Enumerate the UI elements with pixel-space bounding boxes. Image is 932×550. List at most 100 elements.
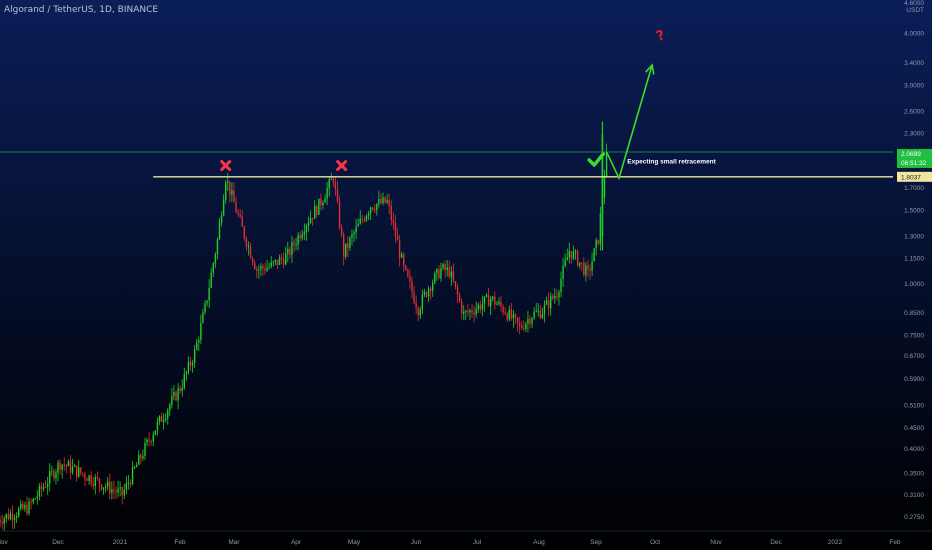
candle-body — [320, 198, 322, 206]
candle — [347, 236, 349, 257]
price-axis-tick: 0.6700 — [904, 353, 924, 360]
candle — [405, 264, 407, 272]
candle — [218, 217, 221, 241]
candle — [1, 514, 3, 530]
candle-body — [102, 487, 105, 490]
candle-body — [423, 292, 426, 295]
candle — [289, 246, 291, 259]
candle — [583, 257, 585, 277]
candle-body — [500, 301, 502, 307]
candle-body — [394, 223, 397, 236]
candle — [521, 321, 523, 330]
candle-body — [403, 254, 405, 266]
candle-body — [374, 209, 376, 211]
candle — [243, 225, 246, 242]
candle-body — [413, 292, 415, 303]
candle — [568, 242, 571, 264]
candle — [171, 387, 173, 409]
candle-body — [146, 439, 148, 443]
candle-body — [434, 273, 436, 284]
candle-body — [342, 234, 345, 257]
candle-body — [307, 223, 310, 226]
candle-body — [353, 232, 355, 235]
candle-body — [450, 271, 453, 277]
candle — [529, 315, 531, 329]
candle — [18, 506, 20, 518]
candle — [109, 473, 111, 500]
candle — [125, 476, 128, 495]
candle-body — [272, 261, 275, 263]
candle — [539, 305, 542, 320]
candle — [34, 497, 36, 500]
candle — [394, 215, 397, 243]
candle — [463, 305, 465, 321]
candle — [164, 413, 167, 423]
price-axis-tick: 0.7500 — [904, 333, 924, 340]
candle — [214, 251, 217, 269]
candle-body — [357, 223, 359, 227]
candle-body — [318, 198, 320, 215]
candle-body — [177, 388, 179, 401]
price-axis-tick: 3.0000 — [904, 82, 924, 89]
candle — [185, 370, 188, 381]
candle — [30, 498, 32, 510]
candle-body — [53, 471, 55, 479]
candle-body — [280, 257, 283, 260]
candle — [13, 514, 16, 529]
candle — [436, 268, 438, 281]
candle — [196, 339, 198, 351]
candle — [303, 223, 306, 241]
candle-body — [171, 396, 173, 405]
candle — [102, 487, 105, 495]
candle — [413, 285, 415, 305]
candle-body — [119, 487, 121, 489]
candle-body — [481, 304, 484, 310]
candle-body — [44, 486, 47, 488]
candle-body — [191, 363, 194, 366]
candle — [485, 293, 488, 298]
candle-body — [444, 264, 446, 271]
candle-body — [388, 200, 390, 207]
candle — [104, 483, 107, 493]
x-marker-icon — [336, 160, 348, 172]
candle-body — [458, 294, 461, 302]
candle — [150, 439, 152, 446]
candle — [562, 258, 564, 288]
candle-body — [595, 240, 597, 249]
candle-body — [49, 471, 51, 484]
candle — [82, 472, 84, 478]
candle-body — [169, 404, 171, 411]
candle-body — [140, 454, 142, 459]
candle — [258, 264, 260, 279]
symbol-title: Algorand / TetherUS, 1D, BINANCE — [4, 5, 159, 15]
candle — [75, 465, 78, 482]
candle-body — [581, 262, 583, 264]
candle — [177, 383, 179, 410]
candle — [235, 196, 237, 213]
candle — [140, 453, 142, 465]
candle-body — [448, 267, 450, 277]
candle — [496, 301, 498, 306]
candle-body — [369, 207, 372, 214]
candle-body — [225, 182, 227, 200]
candle-body — [181, 387, 183, 392]
candle — [326, 182, 328, 206]
price-axis-tick: 0.8500 — [904, 310, 924, 317]
retracement-annotation: Expecting small retracement — [627, 159, 716, 166]
candle-body — [531, 318, 533, 324]
candle-body — [18, 508, 20, 517]
x-marker-stroke — [336, 160, 348, 172]
candle — [494, 291, 496, 310]
candle-body — [603, 176, 606, 198]
candle — [523, 320, 525, 332]
candle-body — [247, 245, 250, 247]
candle-body — [535, 311, 537, 313]
time-axis[interactable]: Nov Dec 2021 Feb Mar Apr May Jun Jul Aug Sep Oct Nov… — [0, 530, 932, 546]
candle — [146, 438, 148, 447]
candle — [398, 234, 401, 267]
candle — [202, 308, 204, 324]
candle-body — [487, 294, 490, 307]
candle — [378, 190, 380, 208]
